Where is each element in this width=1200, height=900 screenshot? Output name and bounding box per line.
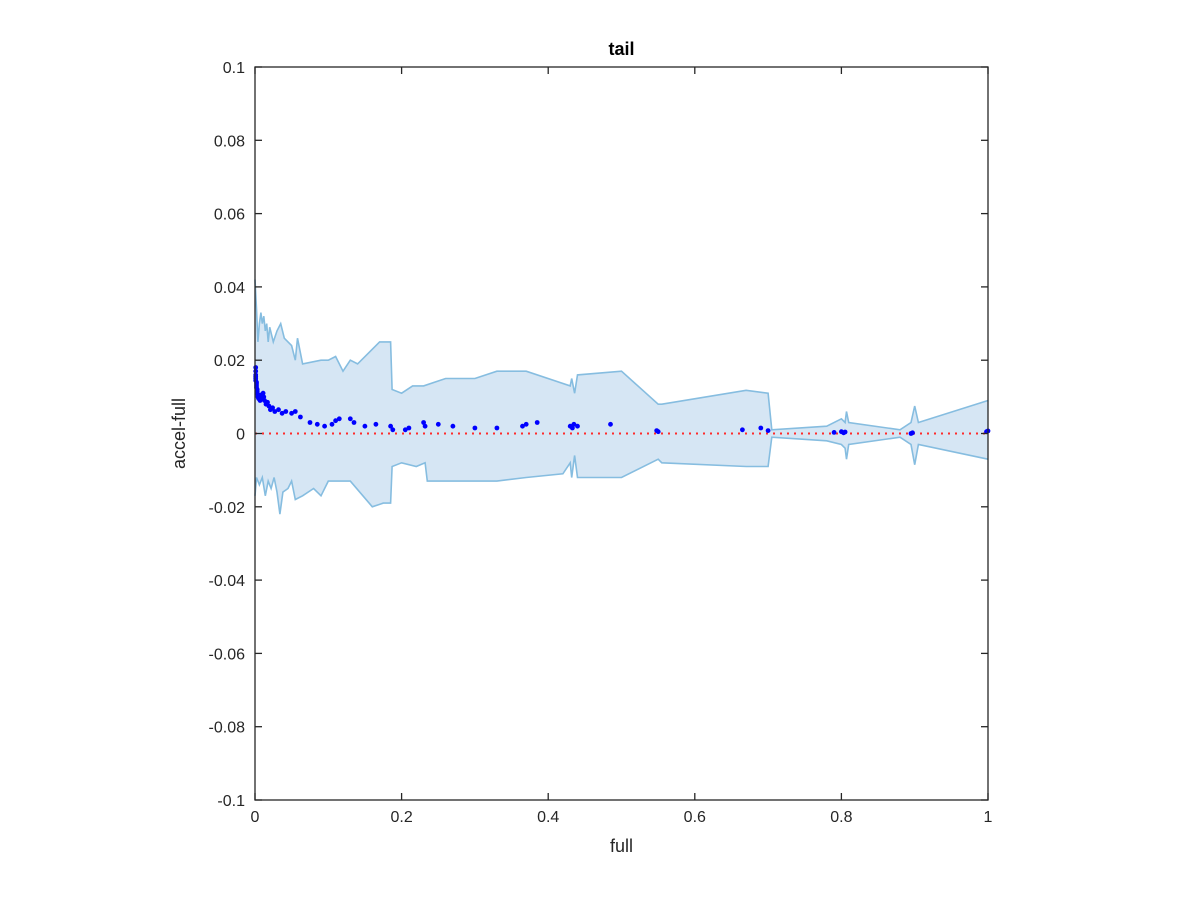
data-point <box>283 409 289 414</box>
data-point <box>276 407 281 413</box>
data-point <box>910 430 915 436</box>
x-tick-label: 0.6 <box>684 809 706 826</box>
data-point <box>571 421 577 427</box>
data-point <box>390 427 396 433</box>
data-point <box>435 421 441 427</box>
data-point <box>406 425 412 431</box>
data-point <box>570 425 575 431</box>
data-point <box>347 416 353 422</box>
data-point <box>289 410 294 416</box>
data-point <box>266 403 272 409</box>
data-point <box>272 409 278 414</box>
data-point <box>608 421 613 427</box>
confidence-band-layer <box>254 279 989 515</box>
data-point <box>314 421 320 427</box>
confidence-band-lower-edge <box>254 436 989 515</box>
data-point <box>831 430 837 435</box>
y-axis-label: accel-full <box>169 398 189 469</box>
data-point <box>329 421 335 427</box>
y-tick-label: 0.1 <box>223 60 245 77</box>
data-point <box>422 423 428 429</box>
data-point <box>373 421 379 427</box>
data-point <box>336 416 342 422</box>
y-tick-label: 0 <box>236 427 245 444</box>
x-tick-label: 0.8 <box>830 809 852 826</box>
data-point <box>534 420 540 425</box>
y-tick-label: 0.02 <box>214 353 245 370</box>
data-point <box>842 429 848 435</box>
data-point <box>307 420 313 425</box>
data-point <box>655 429 661 435</box>
data-point <box>494 425 500 431</box>
y-tick-label: -0.1 <box>217 793 245 810</box>
data-point <box>292 409 298 414</box>
data-point <box>388 423 393 429</box>
data-point <box>520 423 525 429</box>
x-tick-label: 0 <box>251 809 260 826</box>
y-tick-label: 0.08 <box>214 133 245 150</box>
data-point <box>740 427 745 433</box>
data-point <box>261 394 267 400</box>
confidence-band-upper-edge <box>254 279 989 431</box>
data-point <box>362 423 368 429</box>
y-tick-label: -0.04 <box>209 573 246 590</box>
axis-ticks: 0 0.2 0.4 0.6 0.8 1 0.1 0.08 0.06 0.04 0.02 0 -0.02 -… <box>209 60 993 826</box>
data-point <box>270 405 275 411</box>
x-tick-label: 1 <box>984 809 993 826</box>
chart-title: tail <box>608 39 634 59</box>
x-tick-label: 0.2 <box>390 809 412 826</box>
y-tick-label: -0.08 <box>209 720 246 737</box>
data-point <box>333 418 338 424</box>
data-point <box>322 423 327 429</box>
data-point <box>765 428 771 433</box>
data-point <box>279 410 285 416</box>
data-point <box>758 425 764 431</box>
y-tick-label: 0.04 <box>214 280 245 297</box>
data-point <box>402 427 408 433</box>
x-tick-label: 0.4 <box>537 809 559 826</box>
data-point <box>351 420 357 425</box>
data-point <box>265 399 270 405</box>
x-axis-label: full <box>610 836 633 856</box>
data-point <box>298 414 303 420</box>
scatter-points <box>253 365 991 436</box>
data-point <box>421 420 426 425</box>
y-tick-label: 0.06 <box>214 207 245 224</box>
data-point <box>472 425 478 431</box>
data-point <box>575 423 580 429</box>
data-point <box>523 421 529 427</box>
data-point <box>450 423 456 429</box>
y-tick-label: -0.02 <box>209 500 246 517</box>
data-point <box>260 390 266 396</box>
confidence-band-fill <box>255 279 988 515</box>
y-tick-label: -0.06 <box>209 646 246 663</box>
